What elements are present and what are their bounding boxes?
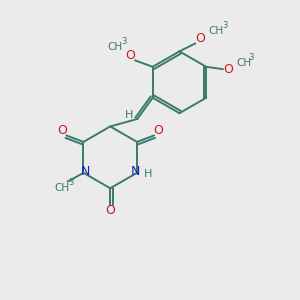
Text: O: O [105, 204, 115, 217]
Text: O: O [224, 63, 233, 76]
Text: H: H [144, 169, 152, 179]
Text: O: O [153, 124, 163, 137]
Text: N: N [80, 165, 90, 178]
Text: O: O [57, 124, 67, 137]
Text: 3: 3 [68, 178, 73, 187]
Text: O: O [196, 32, 206, 46]
Text: 3: 3 [249, 53, 254, 62]
Text: H: H [125, 110, 133, 120]
Text: CH: CH [55, 183, 70, 193]
Text: 3: 3 [222, 21, 227, 30]
Text: CH: CH [208, 26, 224, 36]
Text: O: O [126, 49, 136, 62]
Text: N: N [131, 165, 140, 178]
Text: 3: 3 [122, 37, 127, 46]
Text: CH: CH [108, 42, 123, 52]
Text: CH: CH [236, 58, 251, 68]
